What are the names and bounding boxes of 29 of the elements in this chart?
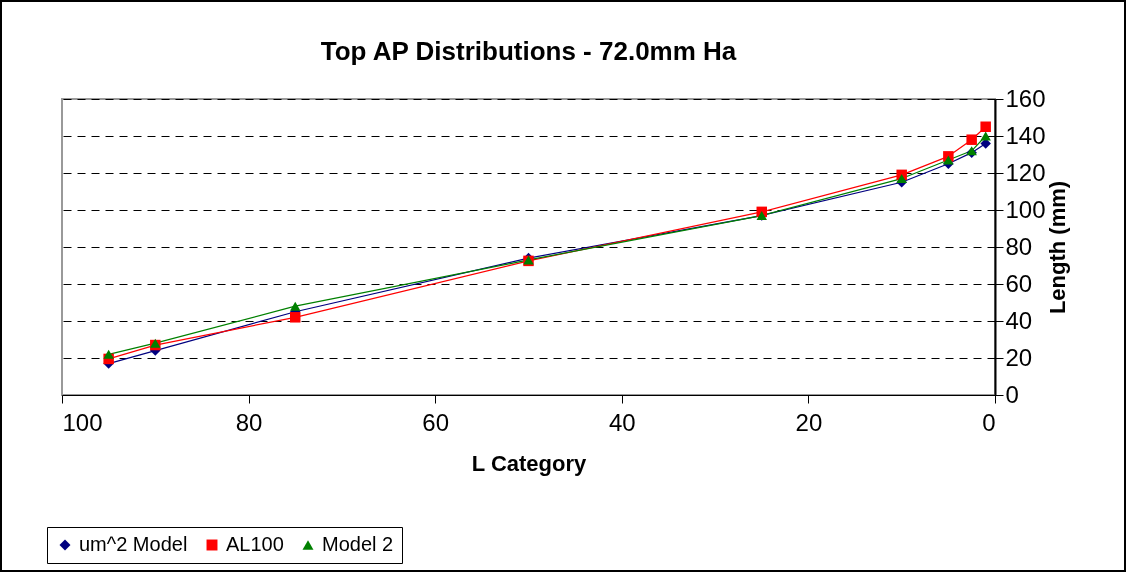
y-tick-label: 0 [1005,380,1019,408]
x-axis-title: L Category [471,450,588,476]
x-tick-label: 60 [422,408,450,436]
y-tick-label: 160 [1005,84,1046,112]
point [980,121,991,132]
point [966,134,977,145]
legend-label: Model 2 [322,533,394,555]
point [980,131,991,141]
y-tick-label: 100 [1005,195,1046,223]
y-tick-label: 40 [1005,306,1033,334]
y-tick-label: 60 [1005,269,1033,297]
x-tick-label: 40 [608,408,636,436]
point [943,155,954,165]
point [290,301,301,311]
y-axis-title: Length (mm) [1044,180,1070,315]
x-tick-label: 100 [62,408,103,436]
y-tick-label: 120 [1005,158,1046,186]
x-tick-label: 20 [795,408,823,436]
chart-title: Top AP Distributions - 72.0mm Ha [320,36,737,66]
y-tick-label: 140 [1005,121,1046,149]
legend-label: AL100 [226,533,284,555]
point [896,174,907,184]
legend-label: um^2 Model [79,533,188,555]
x-tick-label: 80 [235,408,263,436]
point [290,312,301,323]
x-tick-label: 0 [982,408,996,436]
y-tick-label: 20 [1005,343,1033,371]
point [103,349,114,359]
y-tick-label: 80 [1005,232,1033,260]
